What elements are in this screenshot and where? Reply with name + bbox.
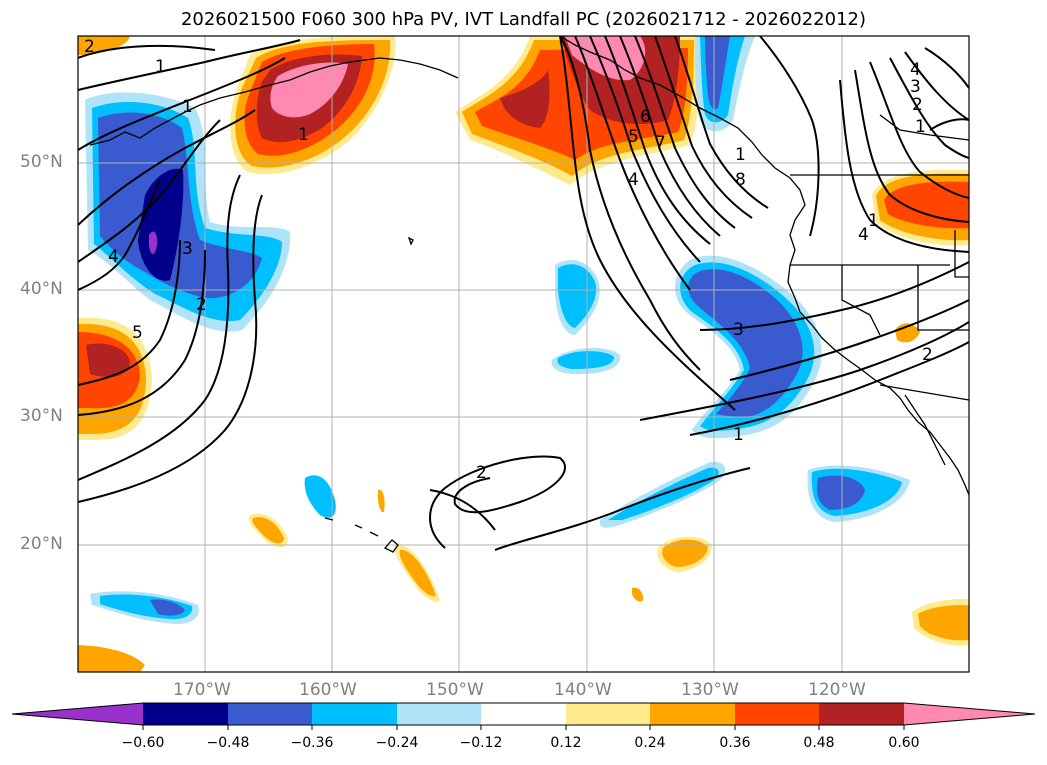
positive-anomaly xyxy=(884,181,969,229)
contour-label: 1 xyxy=(868,211,879,231)
contour-label: 4 xyxy=(108,247,119,267)
positive-anomaly xyxy=(399,549,436,597)
map-frame xyxy=(77,35,970,673)
contour-label: 3 xyxy=(910,77,921,97)
colorbar-tick-label: −0.48 xyxy=(206,735,250,751)
negative-anomaly xyxy=(688,269,803,417)
contour-label: 4 xyxy=(858,225,869,245)
colorbar-segment xyxy=(312,703,397,725)
positive-anomaly xyxy=(500,70,550,128)
lat-label: 30°N xyxy=(20,406,63,426)
contour-label: 1 xyxy=(733,425,744,445)
coastlines xyxy=(89,36,969,553)
colorbar-tick-label: 0.48 xyxy=(803,735,835,751)
colorbar-tick-label: 0.24 xyxy=(634,735,666,751)
colorbar-segment xyxy=(735,703,819,725)
colorbar-segment xyxy=(143,703,228,725)
contour-label: 7 xyxy=(655,133,666,153)
colorbar-segment xyxy=(397,703,481,725)
contour-label: 2 xyxy=(84,37,95,57)
negative-anomaly xyxy=(138,168,184,281)
colorbar-segment xyxy=(566,703,650,725)
colorbar-tick-label: −0.36 xyxy=(290,735,334,751)
contour-label: 8 xyxy=(735,170,746,190)
contour-label: 1 xyxy=(735,145,746,165)
contour-label: 1 xyxy=(155,57,166,77)
colorbar-tick-label: −0.60 xyxy=(121,735,165,751)
negative-anomaly xyxy=(816,475,865,510)
contour-label: 4 xyxy=(628,170,639,190)
colorbar-extend-min xyxy=(12,703,143,725)
negative-anomaly xyxy=(705,36,730,110)
lat-label: 20°N xyxy=(20,534,63,554)
positive-anomaly xyxy=(78,645,145,672)
contour-label: 6 xyxy=(640,107,651,127)
ivt-contours xyxy=(78,36,969,551)
lat-label: 50°N xyxy=(20,152,63,172)
contour-label: 2 xyxy=(912,95,923,115)
lon-label: 120°W xyxy=(808,680,866,700)
contour-label: 5 xyxy=(628,127,639,147)
positive-anomaly xyxy=(918,604,969,641)
contour-labels: 2 1 1 1 4 3 2 5 6 5 7 4 8 1 4 3 2 1 4 1 … xyxy=(84,37,933,483)
positive-anomaly xyxy=(378,489,385,513)
negative-anomaly xyxy=(557,351,614,369)
lat-label: 40°N xyxy=(20,279,63,299)
positive-anomaly xyxy=(78,36,130,55)
contour-label: 3 xyxy=(182,239,193,259)
contour-label: 5 xyxy=(132,323,143,343)
gridlines xyxy=(78,36,969,672)
contour-label: 2 xyxy=(196,295,207,315)
contour-label: 1 xyxy=(182,97,193,117)
colorbar-segment xyxy=(650,703,735,725)
negative-anomaly xyxy=(149,231,158,255)
negative-anomaly xyxy=(304,475,336,518)
lon-label: 160°W xyxy=(299,680,357,700)
negative-anomaly xyxy=(150,599,185,616)
positive-anomaly xyxy=(270,62,348,118)
colorbar-tick-label: 0.36 xyxy=(719,735,751,751)
contour-label: 2 xyxy=(922,345,933,365)
colorbar-extend-max xyxy=(904,703,1035,725)
contour-label: 1 xyxy=(915,117,926,137)
colorbar-tick-label: 0.60 xyxy=(888,735,920,751)
positive-anomaly xyxy=(632,587,644,602)
contour-label: 3 xyxy=(733,320,744,340)
positive-anomaly xyxy=(252,517,284,544)
colorbar-segment xyxy=(819,703,904,725)
positive-anomaly xyxy=(662,539,708,567)
chart-title: 2026021500 F060 300 hPa PV, IVT Landfall… xyxy=(180,9,867,30)
lon-label: 150°W xyxy=(426,680,484,700)
colorbar-tick-label: −0.24 xyxy=(375,735,419,751)
lon-label: 140°W xyxy=(554,680,612,700)
lon-label: 170°W xyxy=(173,680,231,700)
colorbar-segment xyxy=(228,703,312,725)
positive-anomaly xyxy=(86,343,130,378)
colorbar-tick-label: 0.12 xyxy=(550,735,582,751)
lon-label: 130°W xyxy=(681,680,739,700)
contour-label: 1 xyxy=(298,125,309,145)
contour-label: 2 xyxy=(476,463,487,483)
contour-label: 4 xyxy=(910,60,921,80)
colorbar-segment xyxy=(481,703,566,725)
colorbar xyxy=(11,702,1036,730)
colorbar-tick-label: −0.12 xyxy=(459,735,503,751)
